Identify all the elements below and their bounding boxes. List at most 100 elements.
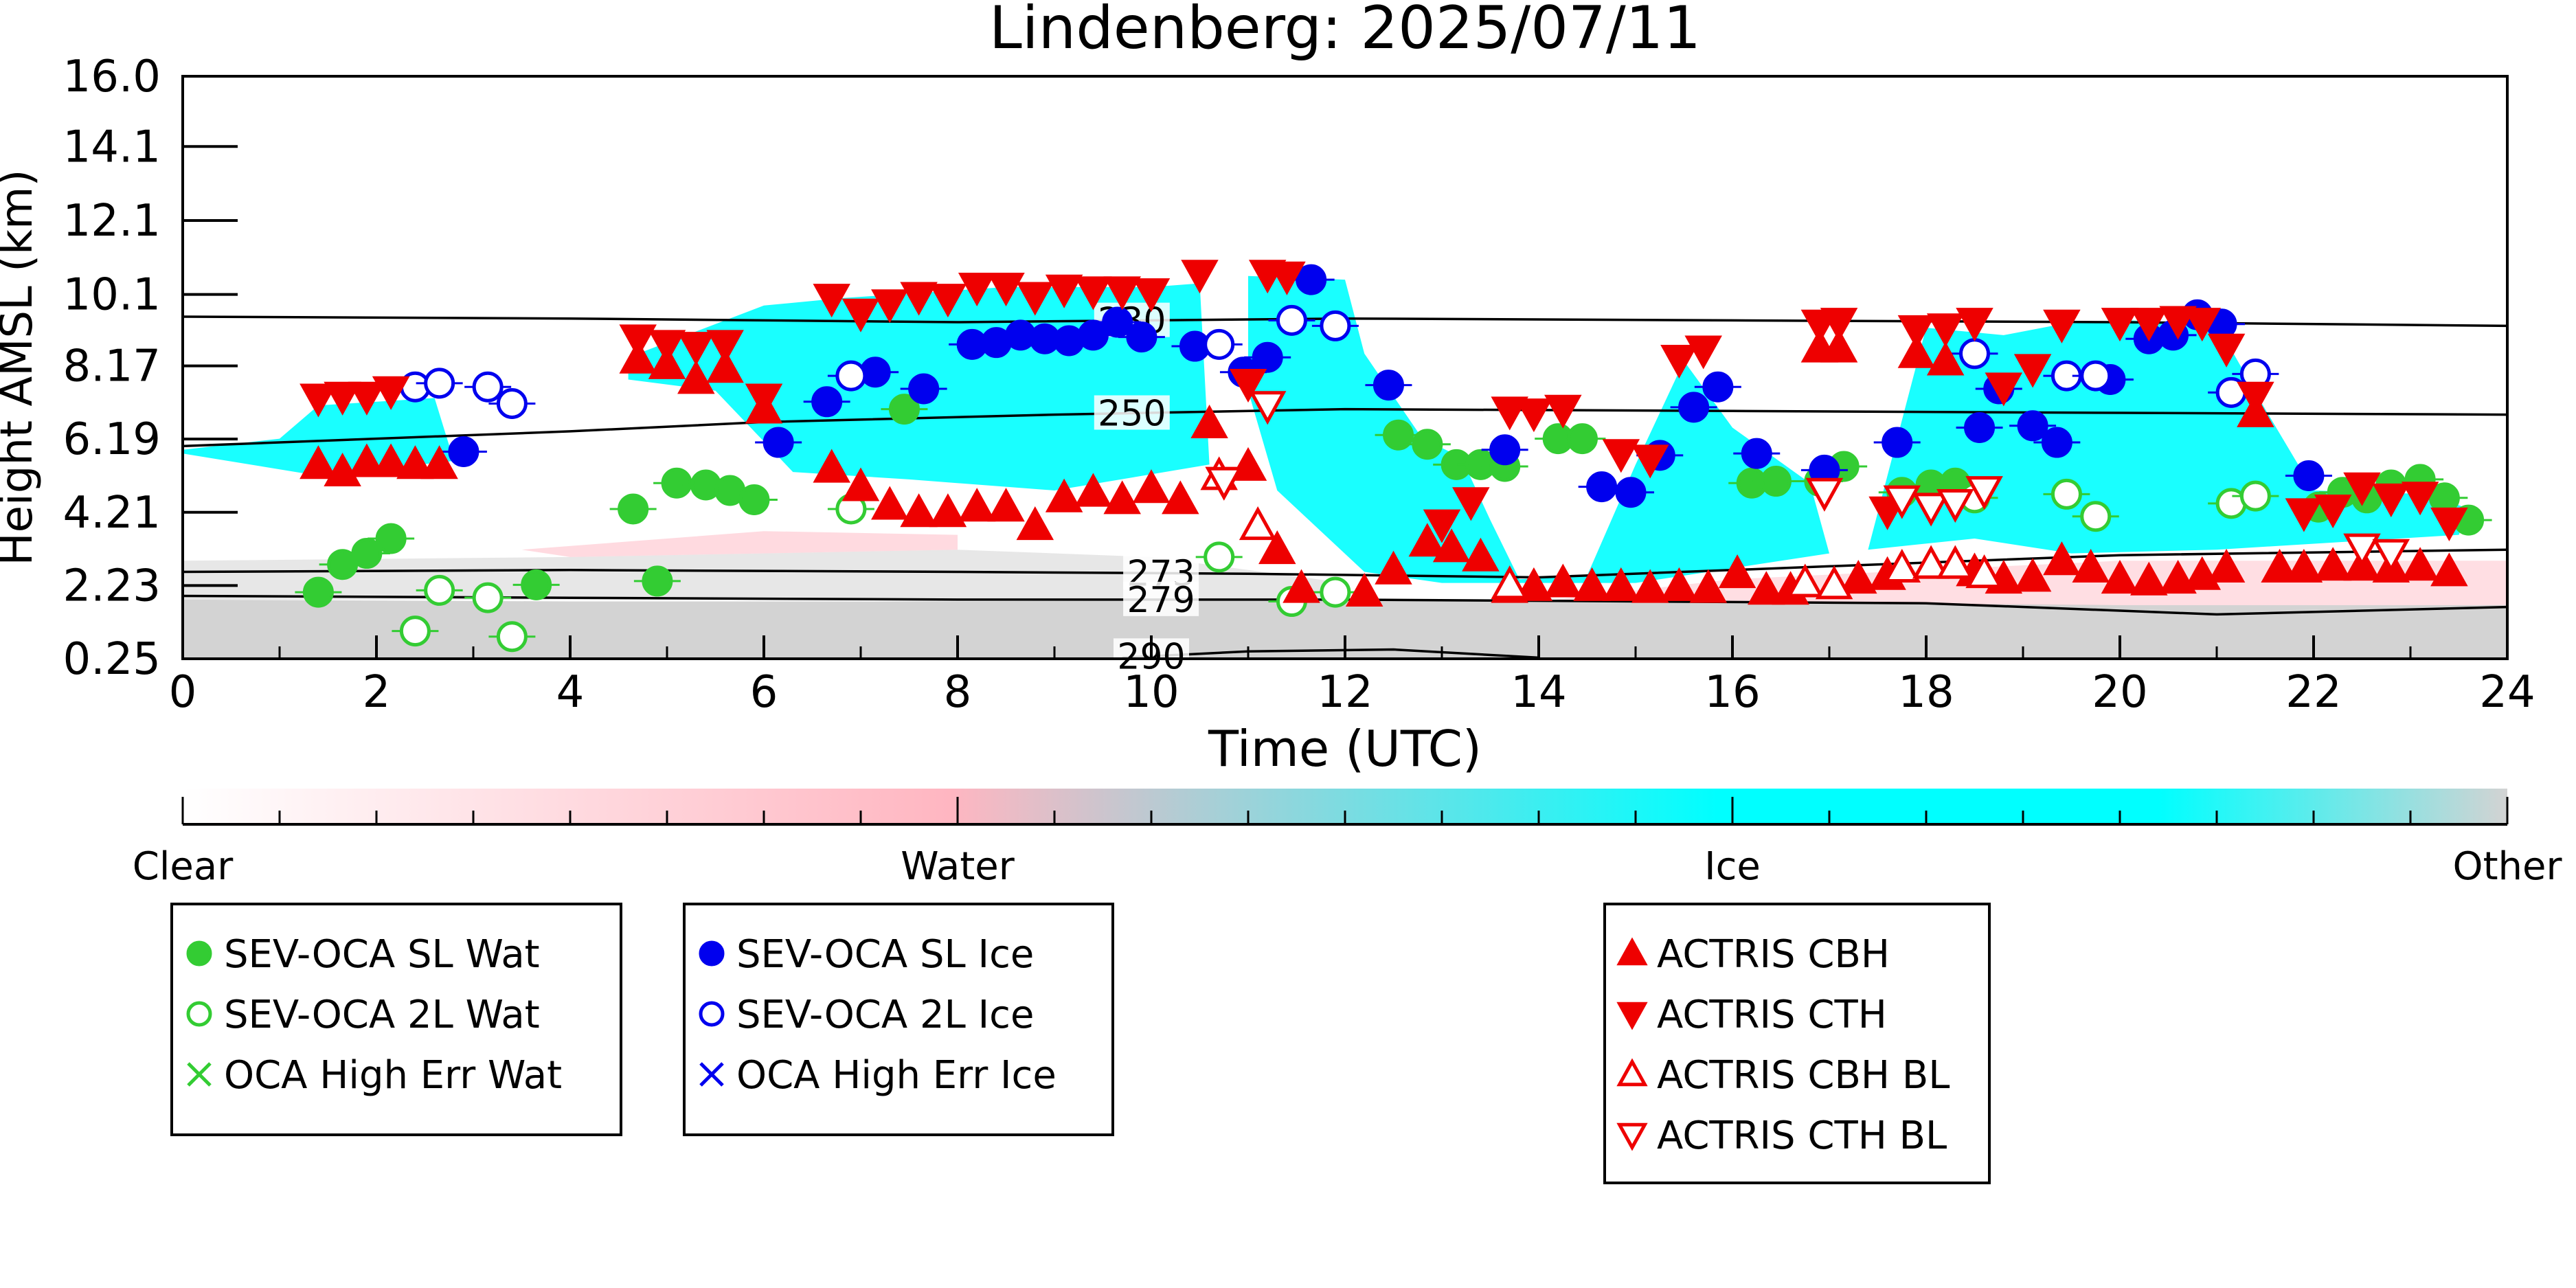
data-point [1103,276,1141,310]
isotherm-label-279: 279 [1127,580,1195,621]
data-point [2372,483,2410,517]
data-point [1296,264,1327,295]
legend-marker [186,1001,212,1027]
data-point [1132,469,1171,504]
isotherm-250 [182,407,2508,448]
data-point [1573,567,1611,601]
data-point [448,436,479,467]
data-point [1897,315,1936,349]
data-point [661,467,692,499]
data-point [348,443,386,477]
data-point [1515,567,1553,601]
data-point [908,373,940,405]
isotherm-label-background [1123,581,1199,616]
data-point [396,445,434,479]
data-point [2043,541,2081,576]
data-point [1252,341,1283,373]
data-point [1936,489,1974,523]
legend-box-1: SEV-OCA SL Wat SEV-OCA 2L Wat OCA High Err… [170,903,622,1136]
legend-frame [683,903,1114,1136]
data-point [1883,548,1921,583]
data-point [813,449,850,483]
data-point [372,376,410,410]
data-point [2343,472,2381,506]
data-point [375,523,407,554]
data-point [841,298,880,332]
data-point [302,576,334,608]
data-markers [295,260,2492,653]
data-point [929,493,967,528]
data-point [1102,306,1133,338]
data-point [841,467,880,501]
data-point [2013,354,2052,388]
data-point [1320,576,1351,608]
data-point [1936,545,1974,579]
colorbar-label-water: Water [901,844,1015,889]
data-point [1045,274,1083,308]
data-point [2285,548,2323,583]
data-point [2237,381,2274,416]
series-sev-oca-2l-ice [392,304,2279,419]
data-point [2343,533,2381,567]
data-point [2314,495,2352,529]
data-point [1959,338,1990,370]
data-point [1489,434,1521,466]
data-point [1660,345,1698,379]
isotherm-279 [182,594,2508,616]
data-point [496,387,528,419]
isotherm-label-250: 250 [1098,393,1166,434]
legend-label: ACTRIS CBH BL [1657,1053,1950,1098]
legend-entry-actris-cbh-bl: ACTRIS CBH BL [1616,1053,1950,1098]
data-point [2430,507,2468,541]
data-point [2401,547,2439,581]
data-point [472,371,504,403]
data-point [2207,333,2246,368]
y-tick-label: 12.1 [63,196,161,247]
data-point [1882,427,1913,458]
data-point [2314,547,2352,581]
data-point [1586,471,1618,503]
data-point [2017,410,2048,442]
data-point [987,273,1025,307]
data-point [1268,261,1306,295]
colorbar-label-clear: Clear [133,844,234,889]
data-point [1840,560,1877,594]
data-point [2239,480,2271,512]
data-point [1748,571,1785,605]
data-point [1181,260,1219,294]
data-point [1678,392,1710,423]
colorbar-label-other: Other [2452,844,2562,889]
y-tick-label: 2.23 [63,561,161,611]
data-point [2072,548,2110,583]
data-point [1566,423,1598,455]
legend-boxes: SEV-OCA SL Wat SEV-OCA 2L Wat OCA High Err… [170,903,1991,1184]
legend-label: OCA High Err Ice [736,1053,1057,1098]
data-point [2050,478,2082,510]
data-point [738,484,770,515]
data-point [399,615,431,647]
data-point [1912,493,1950,527]
data-point [1964,411,1996,443]
x-tick-label: 6 [750,667,778,718]
x-tick-label: 18 [1898,667,1954,718]
data-point [2285,498,2323,532]
x-tick-label: 2 [363,667,391,718]
legend-box-3: ACTRIS CBH ACTRIS CTH ACTRIS CBH BL ACTRIS … [1603,903,1991,1184]
data-point [1631,444,1669,479]
x-tick-label: 12 [1317,667,1372,718]
series-actris-cbh [300,328,2468,607]
y-tick-label: 4.21 [63,488,161,539]
data-point [2159,560,2197,594]
ice-cloud-midday [1248,275,1829,583]
data-point [2130,561,2168,596]
legend-marker [1616,1058,1648,1087]
y-tick-label: 14.1 [63,122,161,172]
legend-label: ACTRIS CBH [1657,932,1890,977]
data-point [1074,473,1112,507]
legend-label: SEV-OCA 2L Ice [736,993,1034,1037]
data-point [2101,560,2139,594]
data-point [2101,308,2139,342]
data-point [521,569,552,600]
data-point [2401,482,2439,516]
